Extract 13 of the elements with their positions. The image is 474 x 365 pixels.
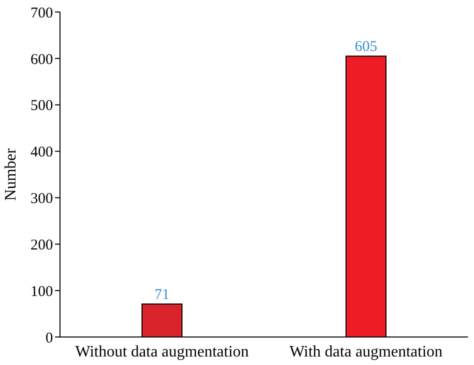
- y-axis-title: Number: [2, 148, 20, 201]
- y-tick-label: 500: [30, 98, 53, 114]
- y-tick-label: 600: [30, 52, 53, 68]
- y-tick-label: 700: [30, 5, 53, 22]
- y-tick-label: 300: [30, 191, 53, 208]
- y-tick-label: 100: [30, 284, 53, 300]
- y-tick-label: 400: [30, 144, 53, 161]
- x-tick-label: With data augmentation: [289, 343, 443, 360]
- y-tick-label: 200: [30, 237, 53, 254]
- data-label: 605: [354, 39, 378, 56]
- x-tick-label: Without data augmentation: [75, 343, 249, 360]
- y-tick-label: 0: [46, 330, 53, 346]
- data-label: 71: [154, 287, 170, 304]
